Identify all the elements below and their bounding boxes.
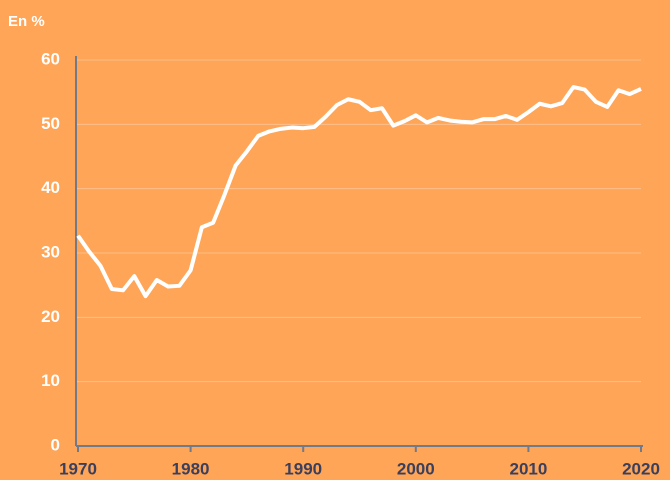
x-tick-label: 2020: [622, 459, 660, 478]
y-tick-label: 30: [41, 242, 60, 261]
data-line: [76, 85, 642, 299]
x-tick-label: 1970: [59, 459, 97, 478]
y-tick-label: 20: [41, 307, 60, 326]
y-tick-label: 0: [51, 435, 60, 454]
y-tick-label: 60: [41, 49, 60, 68]
y-tick-label: 10: [41, 371, 60, 390]
y-axis-label: En %: [8, 13, 45, 30]
x-tick-label: 2010: [509, 459, 547, 478]
y-tick-label: 40: [41, 178, 60, 197]
y-tick-label: 50: [41, 114, 60, 133]
x-tick-label: 1980: [172, 459, 210, 478]
x-tick-label: 2000: [397, 459, 435, 478]
x-tick-label: 1990: [284, 459, 322, 478]
